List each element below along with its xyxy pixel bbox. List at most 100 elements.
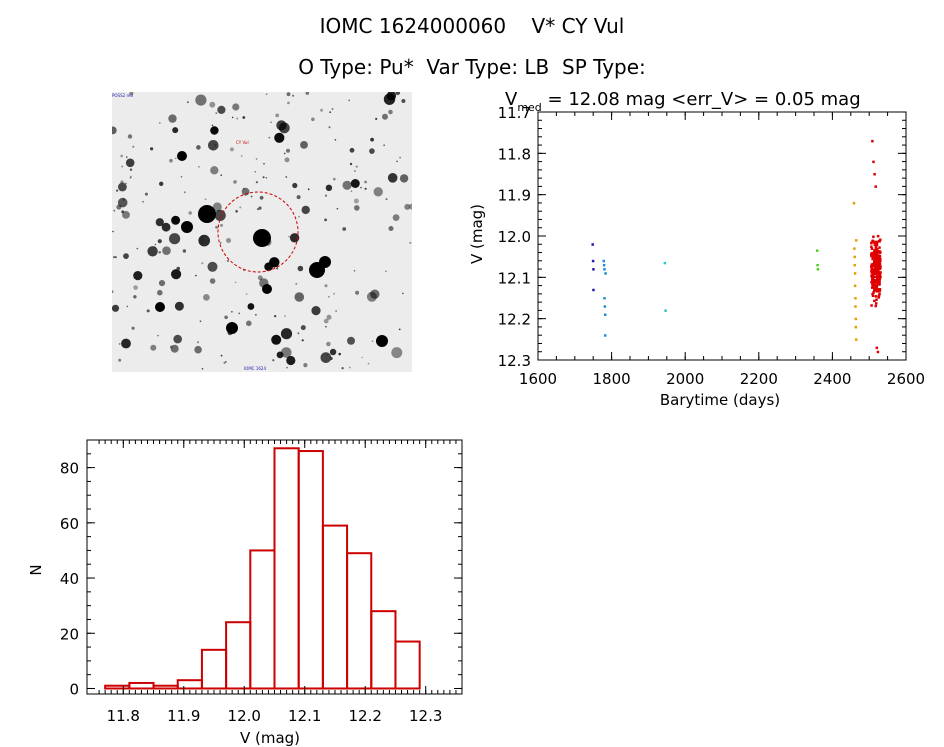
star xyxy=(303,363,308,368)
x-tick-label: 1600 xyxy=(519,370,557,388)
star xyxy=(347,336,355,345)
data-point xyxy=(870,255,873,258)
star xyxy=(220,354,223,357)
star xyxy=(326,341,331,347)
x-tick-label: 11.8 xyxy=(107,707,140,725)
star xyxy=(234,281,237,284)
star xyxy=(201,262,204,265)
star xyxy=(284,157,290,163)
y-tick-label: 11.7 xyxy=(498,104,531,122)
data-point xyxy=(879,275,882,279)
y-tick-label: 60 xyxy=(60,515,79,533)
star xyxy=(367,362,370,365)
star xyxy=(125,158,135,168)
star xyxy=(297,265,304,272)
star xyxy=(250,195,253,198)
star xyxy=(157,239,162,244)
star xyxy=(288,235,290,238)
star xyxy=(297,332,300,335)
data-point xyxy=(877,260,881,264)
star xyxy=(133,271,143,281)
star xyxy=(324,284,328,288)
bright-star xyxy=(155,302,165,312)
star xyxy=(113,256,116,259)
star xyxy=(325,325,327,328)
data-point xyxy=(816,263,819,267)
star xyxy=(326,354,328,356)
star xyxy=(311,117,315,122)
star xyxy=(388,109,393,115)
data-point xyxy=(879,271,882,274)
x-tick-label: 12.0 xyxy=(228,707,261,725)
data-point xyxy=(874,185,877,188)
data-point xyxy=(877,250,881,253)
data-point xyxy=(853,247,856,250)
star xyxy=(246,320,252,327)
star xyxy=(169,158,173,163)
data-point xyxy=(874,304,877,308)
data-point xyxy=(875,240,879,244)
star xyxy=(150,147,154,151)
star xyxy=(158,280,166,287)
data-point xyxy=(873,252,876,255)
chart-title: IOMC 1624000060 V* CY Vul xyxy=(319,14,625,38)
star xyxy=(296,195,301,200)
star xyxy=(158,122,161,124)
star xyxy=(131,326,135,330)
star xyxy=(133,285,138,290)
star xyxy=(305,92,310,95)
data-point xyxy=(875,276,879,279)
star xyxy=(355,290,360,295)
histogram-bar xyxy=(104,684,131,690)
data-point xyxy=(877,278,881,282)
star xyxy=(278,122,290,134)
data-point xyxy=(664,309,667,312)
data-point xyxy=(872,235,875,239)
stat-sub: med xyxy=(517,101,541,114)
y-tick-label: 11.8 xyxy=(498,145,531,163)
data-point xyxy=(815,249,819,252)
x-tick-label: 12.2 xyxy=(349,707,382,725)
star xyxy=(120,180,124,184)
star xyxy=(370,137,374,142)
data-point xyxy=(871,257,874,261)
star xyxy=(224,315,228,320)
star xyxy=(348,366,351,369)
star-field-svg: POSS2 red CY Vul IOMC 1624 xyxy=(112,92,412,371)
data-point xyxy=(879,238,882,242)
star xyxy=(236,117,239,120)
star xyxy=(208,140,219,151)
star xyxy=(275,113,280,118)
data-point xyxy=(602,259,606,263)
star xyxy=(382,113,388,120)
star xyxy=(398,328,401,331)
star xyxy=(328,126,331,129)
data-point xyxy=(875,298,878,301)
star xyxy=(350,179,360,188)
star xyxy=(113,209,116,212)
data-point xyxy=(872,240,875,244)
data-point xyxy=(592,268,595,271)
star xyxy=(211,124,214,127)
data-point xyxy=(877,288,881,291)
star xyxy=(307,188,310,191)
data-point xyxy=(875,289,879,292)
star xyxy=(387,173,398,183)
data-point xyxy=(603,334,607,337)
data-point xyxy=(878,246,881,249)
star xyxy=(301,205,310,215)
x-tick-label: 2600 xyxy=(887,370,925,388)
data-point xyxy=(875,252,878,256)
data-point xyxy=(871,294,875,297)
data-point xyxy=(854,338,858,341)
star xyxy=(349,147,355,153)
star xyxy=(399,156,401,159)
star xyxy=(301,339,304,342)
star xyxy=(232,103,240,111)
histogram-bar xyxy=(225,621,252,690)
image-label-target: CY Vul xyxy=(236,140,249,145)
star xyxy=(233,180,237,184)
data-point xyxy=(875,263,879,266)
star xyxy=(220,174,223,177)
